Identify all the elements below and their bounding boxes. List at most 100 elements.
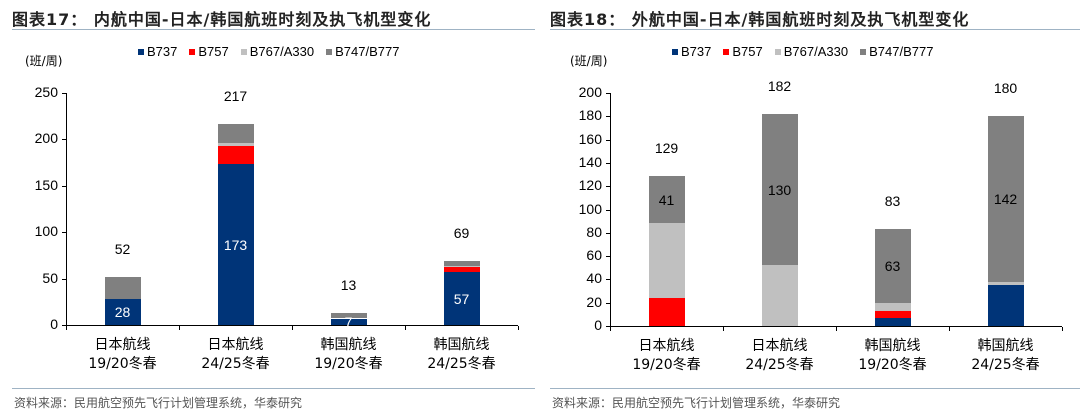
bar-total-label: 52 xyxy=(114,240,131,257)
bar-total-label: 83 xyxy=(884,193,901,210)
legend-swatch xyxy=(326,48,333,55)
y-tick-label: 180 xyxy=(578,107,602,124)
bar-segment-b767-a330 xyxy=(987,281,1024,286)
bar-segment-b737 xyxy=(104,299,141,325)
bar-total-label: 13 xyxy=(340,276,357,293)
y-tick-label: 160 xyxy=(578,130,602,147)
legend-swatch xyxy=(672,48,678,55)
bar-segment-label: 63 xyxy=(884,258,901,274)
category-route: 日本航线 xyxy=(94,337,151,353)
y-tick xyxy=(62,278,66,280)
bar-segment-b757 xyxy=(443,266,480,273)
x-category-label: 韩国航线 24/25冬春 xyxy=(407,336,517,374)
legend-swatch xyxy=(723,48,730,55)
x-tick xyxy=(1062,327,1063,331)
y-tick-label: 60 xyxy=(586,247,602,264)
chart-title: 图表17： 内航中国-日本/韩国航班时刻及执飞机型变化 xyxy=(12,10,432,29)
y-tick-label: 150 xyxy=(34,176,58,193)
x-tick xyxy=(610,327,611,331)
category-route: 日本航线 xyxy=(638,338,695,354)
legend-item-b757: B757 xyxy=(189,44,229,59)
x-tick xyxy=(949,327,950,331)
y-tick-label: 200 xyxy=(34,130,58,147)
category-season: 19/20冬春 xyxy=(88,356,157,372)
x-category-label: 日本航线 24/25冬春 xyxy=(181,336,291,374)
x-category-label: 日本航线 19/20冬春 xyxy=(612,337,722,375)
bar-segment-b757 xyxy=(874,310,911,318)
y-tick-label: 140 xyxy=(578,153,602,170)
unit-label: (班/周) xyxy=(25,54,63,68)
y-tick-label: 250 xyxy=(34,84,58,100)
legend-item-b757: B757 xyxy=(723,44,763,59)
y-tick xyxy=(606,162,610,164)
bar-total-label: 180 xyxy=(993,80,1018,97)
bar-segment-b737 xyxy=(443,272,480,325)
chart-18-panel: 图表18： 外航中国-日本/韩国航班时刻及执飞机型变化 (班/周) B737 B… xyxy=(548,0,1080,419)
bar-segment-b767-a330 xyxy=(874,302,911,311)
y-tick xyxy=(62,139,66,141)
bar-total-label: 69 xyxy=(453,224,470,241)
bar-segment-b747-b777 xyxy=(648,175,685,224)
y-tick xyxy=(606,302,610,304)
x-tick xyxy=(405,326,406,330)
legend-swatch xyxy=(138,48,144,55)
legend-item-b747: B747/B777 xyxy=(326,44,399,59)
source-note: 资料来源：民用航空预先飞行计划管理系统，华泰研究 xyxy=(14,396,303,410)
category-route: 日本航线 xyxy=(751,338,808,354)
x-category-label: 日本航线 19/20冬春 xyxy=(68,336,178,374)
legend-swatch xyxy=(189,48,196,55)
bar-segment-b747-b777 xyxy=(104,276,141,299)
category-season: 24/25冬春 xyxy=(427,356,496,372)
bar-segment-b747-b777 xyxy=(987,116,1024,282)
bar-segment-label: 57 xyxy=(453,290,470,307)
y-tick-label: 0 xyxy=(594,317,602,333)
bar-total-label: 129 xyxy=(654,139,679,156)
y-tick-label: 0 xyxy=(50,316,58,332)
bar-segment-b747-b777 xyxy=(761,113,798,266)
bar-segment-b737 xyxy=(874,317,911,326)
x-tick xyxy=(179,326,180,330)
legend-item-b747: B747/B777 xyxy=(860,44,933,59)
bar-segment-b767-a330 xyxy=(217,143,254,146)
y-tick xyxy=(606,186,610,188)
legend: B737 B757 B767/A330 B747/B777 xyxy=(138,44,399,59)
bar-segment-b747-b777 xyxy=(217,123,254,144)
bar-segment-label: 41 xyxy=(658,191,675,208)
bar-total-label: 217 xyxy=(223,87,248,104)
y-tick-label: 120 xyxy=(578,177,602,194)
y-tick xyxy=(62,93,66,94)
y-tick-label: 20 xyxy=(586,293,602,310)
category-route: 韩国航线 xyxy=(320,337,377,353)
category-season: 24/25冬春 xyxy=(201,356,270,372)
category-route: 日本航线 xyxy=(207,337,264,353)
bar-segment-label: 173 xyxy=(223,236,248,253)
y-tick xyxy=(606,116,610,118)
y-tick-label: 80 xyxy=(586,223,602,240)
bar-segment-label: 142 xyxy=(993,191,1018,207)
bar-segment-b737 xyxy=(330,318,367,325)
y-tick-label: 100 xyxy=(34,223,58,240)
bar-segment-label: 7 xyxy=(344,313,353,330)
y-tick xyxy=(62,185,66,187)
legend-item-b737: B737 xyxy=(672,44,711,59)
y-tick-label: 100 xyxy=(578,200,602,217)
x-tick xyxy=(66,326,67,330)
category-route: 韩国航线 xyxy=(433,337,490,353)
category-season: 19/20冬春 xyxy=(632,357,701,373)
chart-17-panel: 图表17： 内航中国-日本/韩国航班时刻及执飞机型变化 (班/周) B737 B… xyxy=(12,10,535,410)
y-tick xyxy=(606,256,610,258)
x-category-label: 韩国航线 19/20冬春 xyxy=(294,336,404,374)
y-tick-label: 200 xyxy=(578,84,602,100)
bar-segment-b757 xyxy=(648,298,685,326)
y-tick xyxy=(606,139,610,141)
chart-title: 图表18： 外航中国-日本/韩国航班时刻及执飞机型变化 xyxy=(550,10,970,29)
y-axis xyxy=(66,93,67,326)
category-season: 24/25冬春 xyxy=(745,357,814,373)
bar-segment-b747-b777 xyxy=(443,260,480,266)
x-category-label: 日本航线 24/25冬春 xyxy=(725,337,835,375)
category-season: 19/20冬春 xyxy=(314,356,383,372)
category-route: 韩国航线 xyxy=(864,338,921,354)
x-tick xyxy=(836,327,837,331)
bar-segment-b747-b777 xyxy=(330,312,367,319)
legend-item-b767: B767/A330 xyxy=(240,44,314,59)
